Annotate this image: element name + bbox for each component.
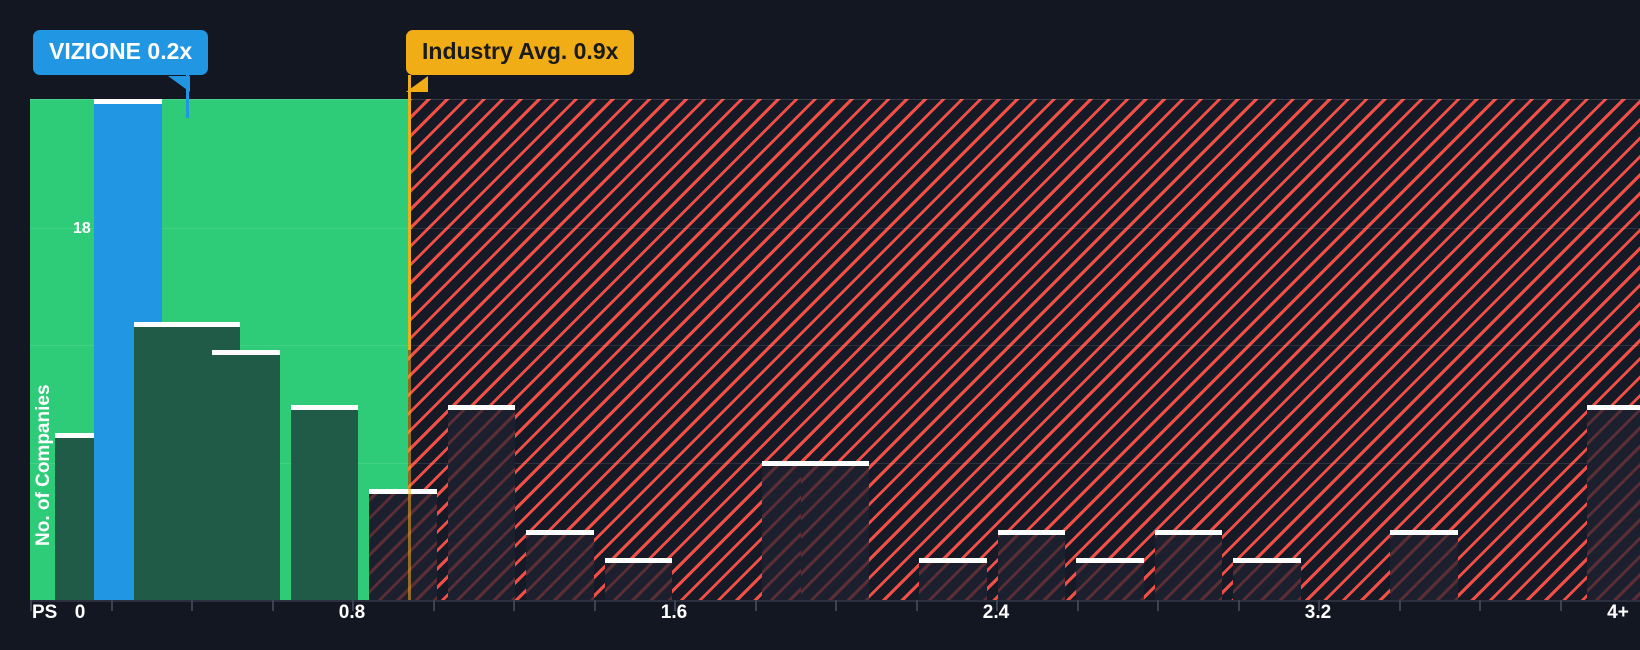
industry-marker-line-lower <box>408 349 411 600</box>
x-axis-tick-label: 2.4 <box>982 602 1010 623</box>
bar[interactable] <box>526 530 594 600</box>
x-axis-tick <box>1157 600 1159 611</box>
y-axis-max-label: 18 <box>73 220 91 237</box>
bar[interactable] <box>1154 530 1223 600</box>
overvalued-zone <box>408 99 1640 600</box>
x-axis-tick <box>593 600 596 611</box>
bar[interactable] <box>447 405 516 600</box>
x-axis-tick <box>1559 600 1562 611</box>
bar-cap <box>1586 405 1640 411</box>
x-axis-tick <box>191 600 193 611</box>
bar-cap <box>526 530 594 536</box>
bar[interactable] <box>369 488 437 600</box>
x-axis-tick <box>915 600 918 611</box>
bar[interactable] <box>604 558 673 600</box>
x-axis-tick-label: 0.8 <box>338 602 366 623</box>
bar[interactable] <box>1076 558 1144 600</box>
bar-cap <box>801 460 869 466</box>
bar[interactable] <box>801 460 869 600</box>
x-axis-tick <box>754 600 757 611</box>
x-axis-tick <box>674 600 676 611</box>
x-axis-title: PS <box>32 602 58 623</box>
x-axis-tick <box>432 600 435 611</box>
industry-callout-tail <box>406 76 428 92</box>
x-axis-tick <box>271 600 274 611</box>
bar-cap <box>94 99 162 104</box>
bar[interactable] <box>212 349 280 600</box>
x-axis-tick-label: 0 <box>74 602 86 623</box>
company-callout-label: VIZIONE 0.2x <box>49 38 193 64</box>
bar-cap <box>447 405 516 411</box>
bar[interactable] <box>997 530 1066 600</box>
x-axis-tick <box>835 600 837 611</box>
x-axis-tick-label: 4+ <box>1607 602 1629 623</box>
bar[interactable] <box>1586 405 1640 600</box>
x-axis-tick <box>1237 600 1240 611</box>
company-callout[interactable]: VIZIONE 0.2x <box>33 30 209 76</box>
company-marker-line <box>186 72 189 118</box>
bar-cap <box>369 488 437 494</box>
bar[interactable] <box>1390 530 1458 600</box>
x-axis-tick <box>996 600 998 611</box>
industry-callout-label: Industry Avg. 0.9x <box>422 38 619 64</box>
bar-cap <box>1233 558 1301 564</box>
x-axis-tick <box>110 600 113 611</box>
y-axis-title: No. of Companies <box>33 384 54 546</box>
bar-cap <box>133 321 202 327</box>
company-callout-tail <box>168 76 190 92</box>
bar-cap <box>172 321 241 327</box>
bar-cap <box>1076 558 1144 564</box>
x-axis-tick-label: 1.6 <box>660 602 688 623</box>
x-axis-tick <box>1479 600 1481 611</box>
bar[interactable] <box>1233 558 1301 600</box>
x-axis-tick <box>1318 600 1320 611</box>
bar[interactable] <box>919 558 987 600</box>
plot-area: 18 <box>30 99 1640 600</box>
x-axis-tick <box>1398 600 1401 611</box>
x-axis-tick <box>352 600 354 611</box>
bar-cap <box>212 349 280 355</box>
bar-cap <box>290 405 359 411</box>
bar-cap <box>1390 530 1458 536</box>
x-axis-tick-label: 3.2 <box>1304 602 1332 623</box>
bar-cap <box>919 558 987 564</box>
bar-cap <box>1154 530 1223 536</box>
bar-cap <box>604 558 673 564</box>
bar-cap <box>761 460 830 466</box>
bar-cap <box>55 433 123 438</box>
industry-marker-line-upper <box>408 75 411 350</box>
x-axis-tick <box>513 600 515 611</box>
x-axis-tick <box>1076 600 1079 611</box>
industry-callout[interactable]: Industry Avg. 0.9x <box>406 30 635 76</box>
x-axis-tick <box>30 600 32 611</box>
bar[interactable] <box>290 405 359 600</box>
bar-cap <box>997 530 1066 536</box>
